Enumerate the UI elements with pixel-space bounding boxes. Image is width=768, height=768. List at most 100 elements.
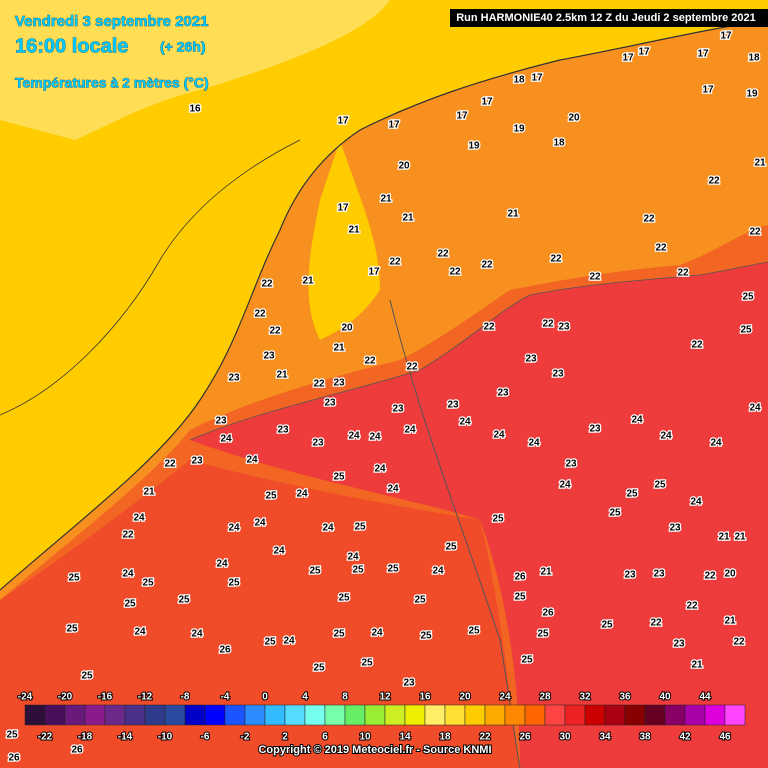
temperature-label: 25: [66, 624, 78, 635]
legend-label: 36: [619, 692, 631, 703]
temperature-label: 22: [650, 618, 662, 629]
legend-label: -8: [181, 692, 190, 703]
temperature-label: 24: [387, 484, 399, 495]
temperature-label: 23: [497, 388, 509, 399]
legend-label: -18: [78, 732, 93, 743]
temperature-label: 21: [718, 532, 730, 543]
temperature-label: 20: [568, 113, 580, 124]
temperature-label: 25: [654, 480, 666, 491]
temperature-label: 22: [164, 459, 176, 470]
temperature-label: 22: [122, 530, 134, 541]
legend-swatch: [504, 704, 526, 726]
temperature-label: 23: [624, 570, 636, 581]
temperature-label: 19: [746, 89, 758, 100]
temperature-label: 26: [514, 572, 526, 583]
temperature-label: 22: [542, 319, 554, 330]
temperature-label: 22: [733, 637, 745, 648]
legend-label: 12: [379, 692, 391, 703]
temperature-label: 25: [333, 472, 345, 483]
temperature-label: 20: [398, 161, 410, 172]
legend-swatch: [344, 704, 366, 726]
legend-swatch: [24, 704, 46, 726]
temperature-label: 23: [552, 369, 564, 380]
temperature-label: 25: [124, 599, 136, 610]
legend-swatch: [644, 704, 666, 726]
temperature-label: 18: [553, 138, 565, 149]
temperature-label: 25: [387, 564, 399, 575]
legend-label: -20: [58, 692, 73, 703]
legend-label: 14: [399, 732, 411, 743]
legend-swatch: [224, 704, 246, 726]
legend-label: 34: [599, 732, 611, 743]
legend-swatch: [544, 704, 566, 726]
legend-label: 0: [262, 692, 268, 703]
temperature-label: 23: [669, 523, 681, 534]
legend-swatch: [264, 704, 286, 726]
legend-swatch: [84, 704, 106, 726]
temperature-label: 24: [749, 403, 761, 414]
temperature-label: 17: [481, 97, 493, 108]
lake: [308, 140, 380, 340]
temperature-label: 25: [6, 730, 18, 741]
temperature-label: 17: [337, 203, 349, 214]
legend: -24 -20 -16 -12 -8 -4 0 4 8 12 16 20 24 28 32 36 40 44-22…: [17, 691, 746, 744]
cool-zone: [0, 0, 390, 140]
temperature-label: 17: [702, 85, 714, 96]
temperature-label: 23: [673, 639, 685, 650]
temperature-label: 22: [406, 362, 418, 373]
temperature-label: 22: [708, 176, 720, 187]
legend-swatch: [304, 704, 326, 726]
temperature-label: 25: [264, 637, 276, 648]
temperature-label: 25: [313, 663, 325, 674]
legend-swatch: [684, 704, 706, 726]
temperature-label: 24: [220, 434, 232, 445]
legend-swatch: [704, 704, 726, 726]
temperature-label: 17: [388, 120, 400, 131]
temperature-label: 22: [364, 356, 376, 367]
temperature-label: 24: [493, 430, 505, 441]
temperature-label: 22: [437, 249, 449, 260]
temperature-label: 17: [622, 53, 634, 64]
legend-swatch: [144, 704, 166, 726]
temperature-label: 17: [697, 49, 709, 60]
temperature-label: 22: [704, 571, 716, 582]
temperature-label: 24: [660, 431, 672, 442]
legend-label: 46: [719, 732, 731, 743]
temperature-label: 17: [456, 111, 468, 122]
legend-swatch: [364, 704, 386, 726]
temperature-label: 22: [589, 272, 601, 283]
legend-swatch: [204, 704, 226, 726]
temperature-label: 25: [352, 565, 364, 576]
temperature-label: 26: [71, 745, 83, 756]
temperature-label: 25: [521, 655, 533, 666]
temperature-label: 21: [691, 660, 703, 671]
legend-label: 4: [302, 692, 308, 703]
legend-swatch: [124, 704, 146, 726]
legend-label: 28: [539, 692, 551, 703]
legend-swatch: [104, 704, 126, 726]
temperature-label: 22: [389, 257, 401, 268]
legend-label: 16: [419, 692, 431, 703]
legend-label: 42: [679, 732, 691, 743]
run-info: Run HARMONIE40 2.5km 12 Z du Jeudi 2 sep…: [456, 12, 756, 24]
legend-swatch: [624, 704, 646, 726]
temperature-label: 25: [514, 592, 526, 603]
legend-swatch: [464, 704, 486, 726]
coastline: [0, 19, 768, 591]
temperature-label: 21: [276, 370, 288, 381]
temperature-label: 23: [447, 400, 459, 411]
temperature-label: 25: [601, 620, 613, 631]
legend-swatch: [284, 704, 306, 726]
temperature-label: 17: [368, 267, 380, 278]
legend-swatch: [244, 704, 266, 726]
temperature-label: 25: [354, 522, 366, 533]
temperature-label: 23: [565, 459, 577, 470]
legend-label: -16: [98, 692, 113, 703]
temperature-label: 23: [312, 438, 324, 449]
temperature-label: 22: [261, 279, 273, 290]
temperature-label: 17: [337, 116, 349, 127]
temperature-label: 24: [347, 552, 359, 563]
run-banner: [450, 9, 768, 27]
